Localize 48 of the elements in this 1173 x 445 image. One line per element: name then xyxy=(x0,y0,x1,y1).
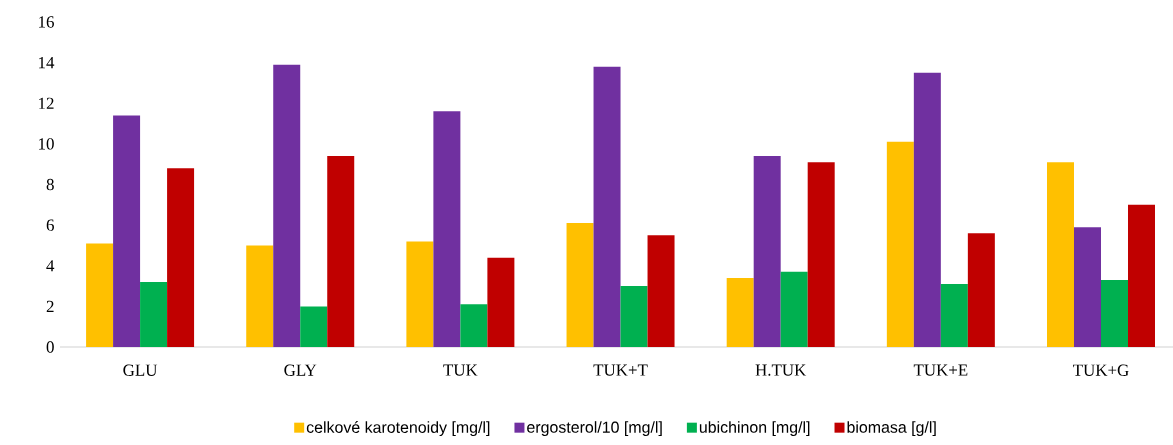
bar xyxy=(886,141,914,347)
x-tick-label: GLY xyxy=(284,364,317,376)
bar xyxy=(566,223,594,347)
y-tick-label: 2 xyxy=(46,300,54,312)
y-tick-label: 0 xyxy=(46,341,54,353)
y-tick-label: 8 xyxy=(46,178,54,191)
bar xyxy=(753,156,781,347)
y-tick-label: 14 xyxy=(39,57,55,69)
legend-label: biomasa [g/l] xyxy=(847,421,936,437)
bar xyxy=(113,115,141,347)
bar xyxy=(273,64,301,347)
bar xyxy=(460,304,488,347)
bar xyxy=(807,162,835,347)
legend-label: ergosterol/10 [mg/l] xyxy=(527,421,662,437)
legend-label: celkové karotenoidy [mg/l] xyxy=(306,421,490,437)
bar xyxy=(593,66,621,347)
x-tick-label: TUK+E xyxy=(913,364,968,376)
bar xyxy=(780,271,808,347)
bar xyxy=(487,257,515,347)
x-tick-label: GLU xyxy=(123,364,158,376)
y-tick-label: 6 xyxy=(46,219,54,231)
bar xyxy=(1128,204,1155,347)
bar xyxy=(726,277,754,347)
bar xyxy=(406,241,434,347)
bar xyxy=(246,245,274,347)
bar xyxy=(86,243,114,347)
bar xyxy=(620,286,648,347)
bar xyxy=(327,156,355,347)
bar xyxy=(967,233,995,347)
y-tick-label: 12 xyxy=(39,97,54,109)
x-tick-label: TUK+T xyxy=(593,364,648,376)
x-tick-label: H.TUK xyxy=(755,364,807,376)
x-tick-label: TUK+G xyxy=(1073,364,1129,376)
legend-label: ubichinon [mg/l] xyxy=(699,421,810,437)
bar xyxy=(1073,227,1101,347)
y-tick-label: 16 xyxy=(39,16,54,28)
x-tick-label: TUK xyxy=(443,364,478,376)
y-tick-label: 10 xyxy=(39,138,54,150)
bar xyxy=(140,282,168,347)
bar xyxy=(940,284,968,347)
bar xyxy=(300,306,328,347)
bar xyxy=(1101,279,1128,347)
y-tick-label: 4 xyxy=(46,260,55,272)
bar xyxy=(167,168,195,347)
bar xyxy=(433,111,461,347)
bar xyxy=(647,235,675,347)
bar xyxy=(913,72,941,347)
bar xyxy=(1046,162,1074,347)
